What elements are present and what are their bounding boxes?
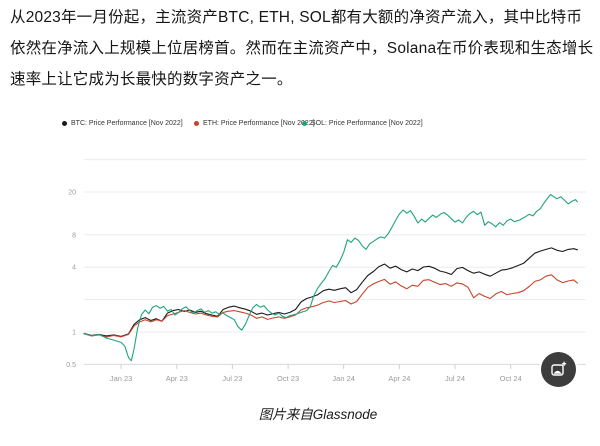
x-tick-label: Jan 24 xyxy=(332,374,355,383)
y-tick-label: 8 xyxy=(72,232,76,239)
legend-dot-eth xyxy=(194,121,199,126)
y-tick-label: 4 xyxy=(72,265,76,272)
legend-label-eth: ETH: Price Performance [Nov 2022] xyxy=(203,120,315,127)
x-tick-label: Jan 23 xyxy=(110,374,133,383)
series-line-sol xyxy=(83,193,578,362)
legend-label-sol: SOL: Price Performance [Nov 2022] xyxy=(311,120,423,127)
legend-dot-btc xyxy=(62,121,67,126)
image-caption: 图片来自Glassnode xyxy=(258,407,378,422)
legend-label-btc: BTC: Price Performance [Nov 2022] xyxy=(71,120,183,127)
image-plus-icon xyxy=(551,361,567,376)
y-tick-label: 20 xyxy=(68,190,76,197)
price-performance-chart: BTC: Price Performance [Nov 2022] ETH: P… xyxy=(0,100,600,400)
article-paragraph: 从2023年一月份起，主流资产BTC, ETH, SOL都有大额的净资产流入，其… xyxy=(10,9,594,88)
x-tick-label: Oct 24 xyxy=(500,374,522,383)
series-line-eth xyxy=(83,274,578,338)
x-tick-label: Jul 23 xyxy=(222,374,242,383)
legend-item-sol: SOL: Price Performance [Nov 2022] xyxy=(302,120,423,127)
image-preview-button[interactable] xyxy=(541,352,576,387)
x-tick-label: Apr 24 xyxy=(388,374,410,383)
legend-item-eth: ETH: Price Performance [Nov 2022] xyxy=(194,120,315,127)
x-tick-label: Oct 23 xyxy=(277,374,299,383)
chart-legend: BTC: Price Performance [Nov 2022] ETH: P… xyxy=(0,120,600,132)
price-chart-svg: 20 8 4 1 0.5 Jan 23 Apr 23 Jul 23 Oct 23 Jan 24 Ap… xyxy=(66,159,586,383)
series-line-btc xyxy=(83,247,578,337)
y-tick-label: 1 xyxy=(72,330,76,337)
x-tick-label: Jul 24 xyxy=(445,374,465,383)
x-tick-label: Apr 23 xyxy=(166,374,188,383)
y-tick-label: 0.5 xyxy=(66,362,76,369)
legend-item-btc: BTC: Price Performance [Nov 2022] xyxy=(62,120,183,127)
legend-dot-sol xyxy=(302,121,307,126)
